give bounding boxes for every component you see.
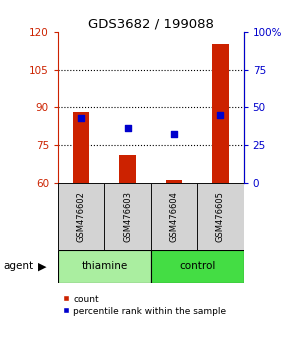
Bar <box>166 180 182 183</box>
FancyBboxPatch shape <box>104 183 151 250</box>
Text: GSM476603: GSM476603 <box>123 191 132 242</box>
Bar <box>212 45 229 183</box>
FancyBboxPatch shape <box>151 183 197 250</box>
Text: thiamine: thiamine <box>81 262 128 272</box>
FancyBboxPatch shape <box>151 250 244 283</box>
Bar <box>119 155 136 183</box>
Text: control: control <box>179 262 215 272</box>
Point <box>218 112 223 118</box>
Text: agent: agent <box>3 262 33 272</box>
Text: GSM476604: GSM476604 <box>169 191 179 242</box>
Point <box>172 132 176 137</box>
Title: GDS3682 / 199088: GDS3682 / 199088 <box>88 18 214 31</box>
Text: ▶: ▶ <box>38 262 46 272</box>
FancyBboxPatch shape <box>58 250 151 283</box>
FancyBboxPatch shape <box>197 183 244 250</box>
Bar <box>73 112 89 183</box>
Legend: count, percentile rank within the sample: count, percentile rank within the sample <box>63 295 226 315</box>
Point <box>79 115 84 121</box>
Text: GSM476605: GSM476605 <box>216 191 225 242</box>
FancyBboxPatch shape <box>58 183 104 250</box>
FancyBboxPatch shape <box>58 183 244 250</box>
Point <box>125 126 130 131</box>
Text: GSM476602: GSM476602 <box>77 191 86 242</box>
